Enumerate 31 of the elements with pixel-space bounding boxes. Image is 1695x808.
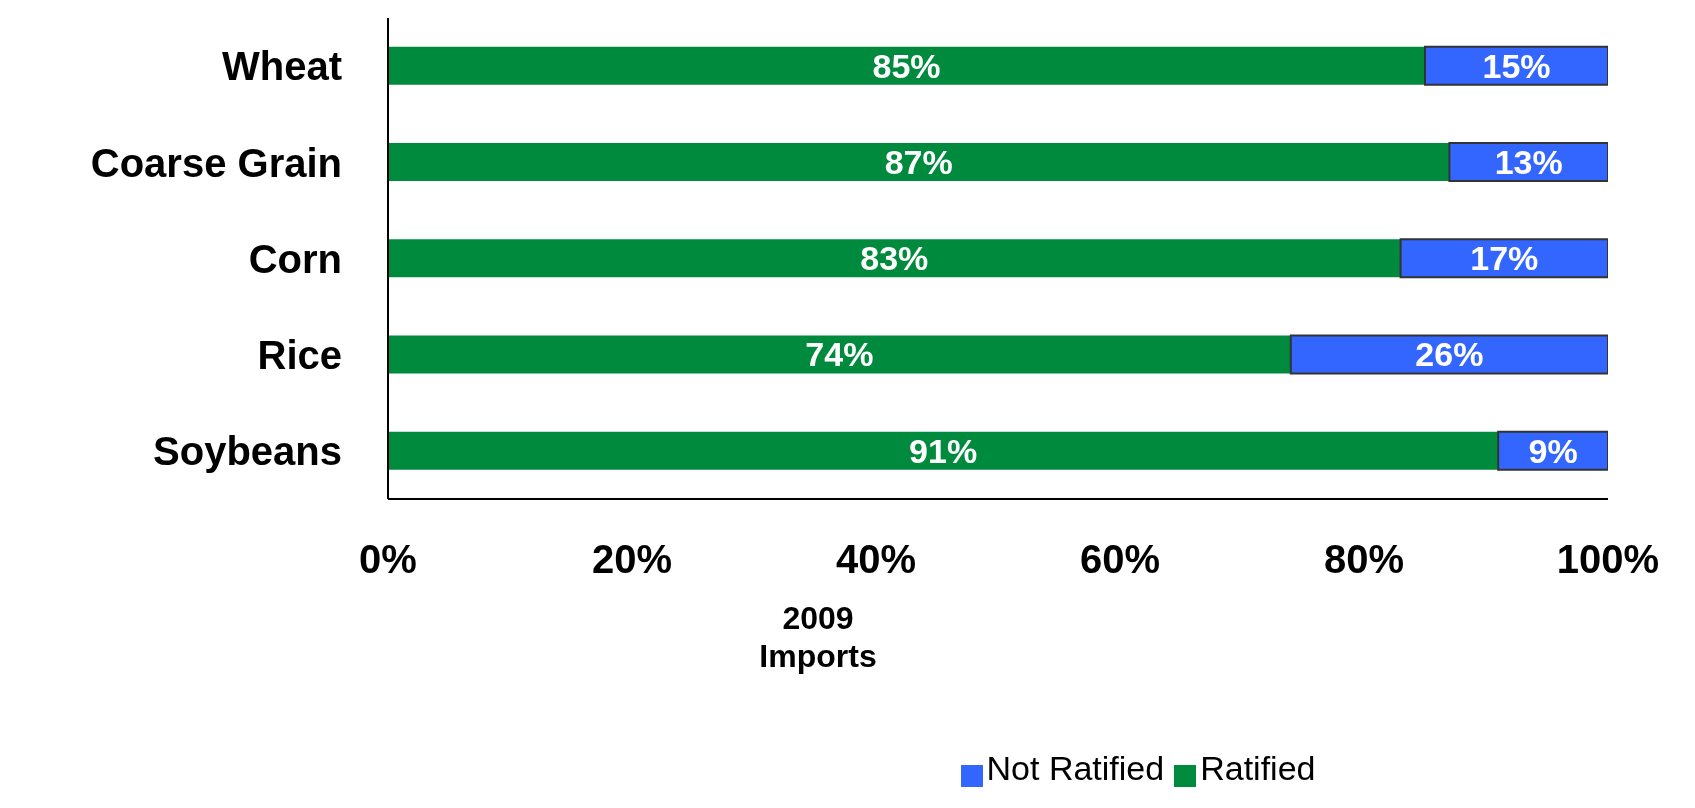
data-label: 17% <box>1470 239 1539 278</box>
data-label: 15% <box>1482 46 1551 85</box>
bar <box>388 239 1401 278</box>
bar <box>1289 334 1608 375</box>
bar <box>388 46 1425 85</box>
data-label: 26% <box>1415 335 1484 374</box>
x-axis-title: 2009 Imports <box>759 600 877 674</box>
x-tick-label: 40% <box>835 537 917 582</box>
bar <box>388 143 1450 182</box>
data-label: 87% <box>884 142 953 181</box>
legend-label: Not Ratified <box>986 749 1165 787</box>
legend-label: Ratified <box>1200 749 1316 787</box>
x-tick-label: 60% <box>1079 537 1161 582</box>
data-label: 74% <box>805 335 874 374</box>
data-label: 85% <box>872 46 941 85</box>
y-tick-label: Corn <box>248 236 342 281</box>
y-tick-label: Rice <box>257 332 342 377</box>
bar <box>388 335 1291 374</box>
bar <box>1399 238 1608 279</box>
x-tick-label: 0% <box>359 537 417 582</box>
x-tick-label: 100% <box>1556 537 1660 582</box>
data-label: 13% <box>1494 142 1563 181</box>
y-tick-label: Soybeans <box>153 429 342 474</box>
y-tick-label: Coarse Grain <box>90 140 342 185</box>
x-tick-label: 20% <box>591 537 673 582</box>
y-tick-label: Wheat <box>222 44 342 89</box>
data-label: 91% <box>909 431 978 470</box>
x-tick-label: 80% <box>1323 537 1405 582</box>
data-label: 9% <box>1528 431 1578 470</box>
bar <box>388 431 1499 470</box>
data-label: 83% <box>860 239 929 278</box>
